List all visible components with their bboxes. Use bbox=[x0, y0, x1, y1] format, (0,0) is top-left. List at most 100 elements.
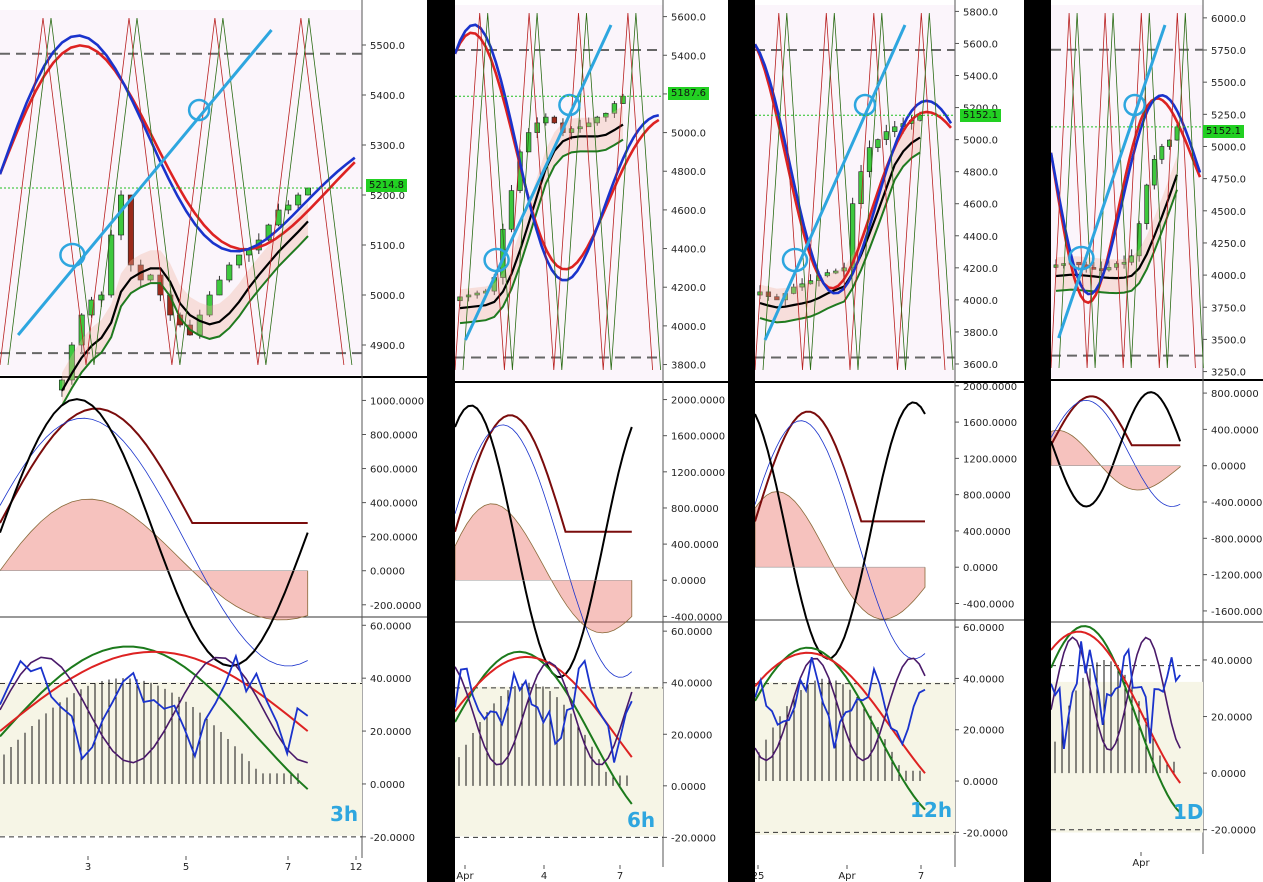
candle-body bbox=[892, 126, 898, 132]
rsi-blue-line bbox=[1051, 641, 1181, 750]
candle-body bbox=[543, 116, 549, 124]
osc-black-line bbox=[755, 401, 926, 660]
osc-blue-line bbox=[755, 420, 926, 659]
timeframe-label-3h: 3h bbox=[330, 802, 359, 826]
osc-pane-bg bbox=[0, 380, 362, 615]
candle-body bbox=[127, 194, 134, 266]
rsi-tick-label: -20.0000 bbox=[963, 828, 1008, 839]
osc-tick-label: 0.0000 bbox=[1211, 462, 1246, 473]
annotation-circle bbox=[781, 247, 809, 273]
candle-body bbox=[551, 116, 558, 124]
ma-channel-fill bbox=[460, 105, 623, 324]
price-tick-label: 4600.0 bbox=[671, 206, 706, 217]
price-pane-bg bbox=[1051, 5, 1203, 378]
price-tick-label: 4900.0 bbox=[370, 341, 405, 352]
candle-body bbox=[265, 224, 272, 241]
red-signal-line bbox=[455, 31, 660, 271]
candle-body bbox=[88, 299, 95, 316]
blue-signal-line bbox=[1051, 93, 1202, 296]
rsi-red-line bbox=[0, 650, 309, 732]
rsi-tick-label: 40.0000 bbox=[963, 674, 1004, 685]
price-tick-label: 3800.0 bbox=[671, 361, 706, 372]
candle-body bbox=[850, 203, 856, 269]
price-tick-label: 3800.0 bbox=[963, 328, 998, 339]
price-tick-label: 4400.0 bbox=[671, 245, 706, 256]
price-pane-bg bbox=[755, 5, 955, 380]
ma-channel-fill bbox=[760, 118, 920, 323]
rsi-tick-label: -20.0000 bbox=[370, 833, 415, 844]
osc-tick-label: 800.0000 bbox=[963, 491, 1011, 502]
rsi-tick-label: 0.0000 bbox=[963, 777, 998, 788]
candle-body bbox=[1114, 263, 1119, 268]
candle-body bbox=[799, 283, 805, 288]
candle-body bbox=[508, 190, 515, 230]
x-tick-label: Apr bbox=[456, 871, 474, 882]
rsi-tick-label: 60.0000 bbox=[671, 627, 712, 638]
moving-average-black bbox=[759, 136, 921, 309]
osc-tick-label: 0.0000 bbox=[370, 567, 405, 578]
price-tick-label: 4000.0 bbox=[963, 296, 998, 307]
candle-body bbox=[568, 128, 575, 133]
zigzag-line-red bbox=[1051, 12, 1196, 369]
rsi-tick-label: 20.0000 bbox=[1211, 713, 1252, 724]
price-tick-label: 4600.0 bbox=[963, 200, 998, 211]
x-tick-label: Apr bbox=[1132, 858, 1150, 869]
candle-body bbox=[108, 234, 115, 296]
ma-channel-fill bbox=[62, 203, 308, 406]
price-tick-label: 3250.0 bbox=[1211, 368, 1246, 379]
last-price-tag-6h: 5187.6 bbox=[668, 87, 709, 100]
price-tick-label: 5800.0 bbox=[963, 7, 998, 18]
candle-body bbox=[1076, 261, 1082, 266]
osc-tick-label: 400.0000 bbox=[1211, 425, 1259, 436]
x-tick-label: 7 bbox=[285, 862, 291, 873]
osc-histogram-area bbox=[1051, 430, 1181, 491]
osc-blue-line bbox=[0, 417, 308, 667]
osc-dark-red-line bbox=[0, 407, 308, 524]
candle-body bbox=[1144, 184, 1150, 224]
candle-body bbox=[577, 126, 583, 130]
osc-black-line bbox=[1051, 391, 1182, 508]
osc-blue-line bbox=[1051, 399, 1181, 507]
osc-histogram-area bbox=[0, 498, 309, 621]
candle-body bbox=[147, 274, 154, 281]
price-tick-label: 5200.0 bbox=[370, 191, 405, 202]
candle-body bbox=[226, 264, 233, 281]
candle-body bbox=[206, 294, 213, 316]
osc-tick-label: 1000.0000 bbox=[370, 396, 424, 407]
candle-body bbox=[98, 294, 105, 301]
price-tick-label: 5500.0 bbox=[370, 41, 405, 52]
rsi-tick-label: -20.0000 bbox=[1211, 826, 1256, 837]
price-tick-label: 4750.0 bbox=[1211, 175, 1246, 186]
osc-dark-red-line bbox=[455, 414, 632, 533]
rsi-green-line bbox=[455, 650, 633, 805]
osc-tick-label: 600.0000 bbox=[370, 465, 418, 476]
zigzag-line-green bbox=[462, 12, 661, 371]
timeframe-label-12h: 12h bbox=[910, 798, 953, 822]
rsi-blue-line bbox=[455, 658, 633, 763]
candle-body bbox=[1129, 255, 1135, 263]
rsi-purple-line bbox=[755, 657, 926, 762]
price-tick-label: 4000.0 bbox=[1211, 271, 1246, 282]
last-price-tag-12h: 5152.1 bbox=[960, 109, 1001, 122]
candle-body bbox=[841, 267, 847, 272]
rsi-tick-label: 40.0000 bbox=[1211, 656, 1252, 667]
candle-body bbox=[1106, 267, 1112, 271]
rsi-purple-line bbox=[455, 661, 633, 766]
osc-tick-label: 0.0000 bbox=[671, 576, 706, 587]
x-tick-label: 12 bbox=[350, 862, 363, 873]
chart-panel-3h: 5500.0 5400.0 5300.0 5200.0 5100.0 5000.0 4900… bbox=[0, 0, 427, 882]
osc-tick-label: 1200.0000 bbox=[963, 454, 1017, 465]
x-tick-label: Apr bbox=[838, 871, 856, 882]
osc-tick-label: -400.0000 bbox=[671, 612, 722, 623]
blue-signal-line bbox=[755, 43, 953, 295]
osc-tick-label: 1200.0000 bbox=[671, 468, 725, 479]
osc-black-line bbox=[455, 404, 633, 679]
price-tick-label: 5400.0 bbox=[671, 51, 706, 62]
timeframe-label-6h: 6h bbox=[627, 808, 656, 832]
rsi-tick-label: 20.0000 bbox=[671, 730, 712, 741]
rsi-tick-label: 0.0000 bbox=[1211, 769, 1246, 780]
annotation-trend-line bbox=[763, 24, 907, 341]
candle-body bbox=[883, 131, 889, 140]
rsi-red-line bbox=[1051, 630, 1182, 784]
chart-panel-6h: 5600.05400.05200.05000.04800.04600.04400… bbox=[455, 0, 728, 882]
